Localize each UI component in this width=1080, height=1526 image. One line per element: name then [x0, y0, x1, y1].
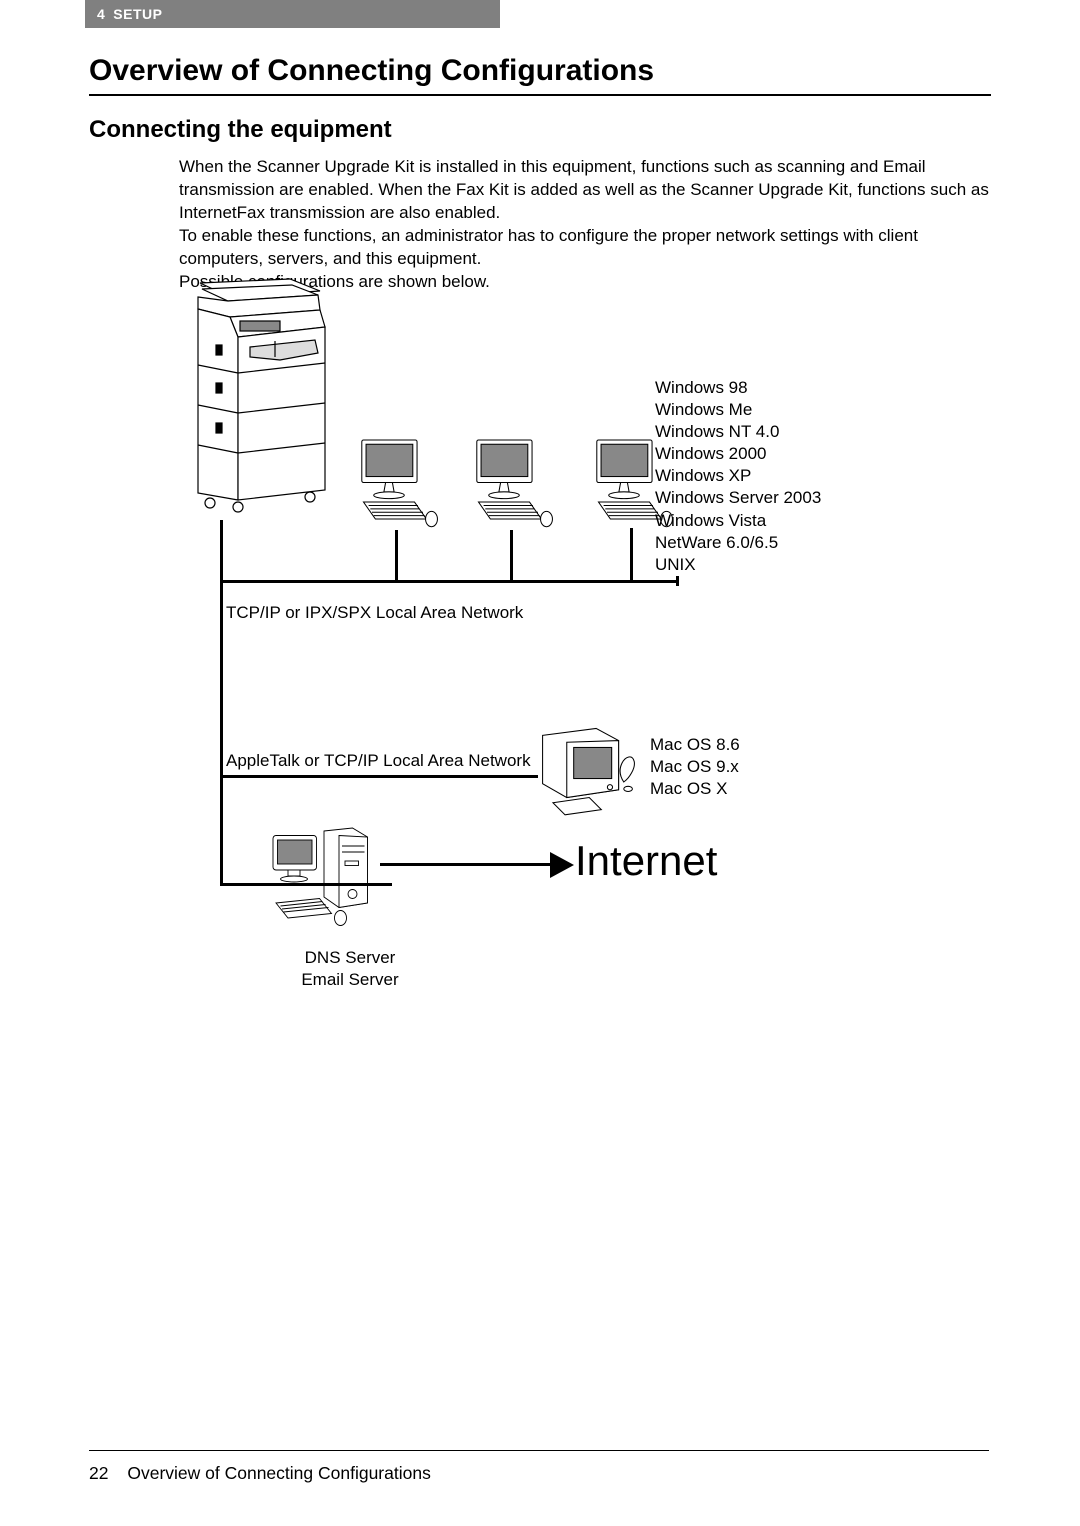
page-title: Overview of Connecting Configurations [89, 54, 989, 88]
os-list-mac: Mac OS 8.6 Mac OS 9.x Mac OS X [650, 734, 740, 800]
page-number: 22 [89, 1463, 108, 1483]
connector-line [395, 530, 398, 582]
network-label-1: TCP/IP or IPX/SPX Local Area Network [226, 603, 523, 623]
os-item: Windows NT 4.0 [655, 421, 821, 443]
network-diagram: TCP/IP or IPX/SPX Local Area Network App… [180, 275, 960, 975]
connector-line [380, 863, 555, 866]
os-item: Windows 2000 [655, 443, 821, 465]
footer-title: Overview of Connecting Configurations [127, 1463, 431, 1483]
footer-divider [89, 1450, 989, 1451]
server-label: DNS Server Email Server [280, 947, 420, 991]
os-item: Windows 98 [655, 377, 821, 399]
os-list-windows: Windows 98 Windows Me Windows NT 4.0 Win… [655, 377, 821, 576]
network-label-2: AppleTalk or TCP/IP Local Area Network [226, 751, 531, 771]
section-title: Connecting the equipment [89, 116, 989, 144]
pc-icon [470, 435, 555, 530]
paragraph-1: When the Scanner Upgrade Kit is installe… [179, 157, 989, 222]
os-item: Mac OS 9.x [650, 756, 740, 778]
internet-label: Internet [575, 837, 717, 885]
chapter-header: 4 SETUP [85, 0, 500, 28]
connector-line [220, 775, 538, 778]
connector-line [676, 576, 679, 586]
chapter-number: 4 [97, 6, 105, 22]
page-content: Overview of Connecting Configurations Co… [89, 54, 989, 294]
paragraph-2: To enable these functions, an administra… [179, 226, 918, 268]
mfp-device-icon [180, 275, 340, 520]
pc-icon [355, 435, 440, 530]
server-label-line1: DNS Server [305, 948, 396, 967]
os-item: NetWare 6.0/6.5 [655, 532, 821, 554]
server-label-line2: Email Server [301, 970, 398, 989]
os-item: Windows XP [655, 465, 821, 487]
os-item: Windows Vista [655, 510, 821, 532]
connector-line [220, 883, 392, 886]
connector-line [220, 520, 223, 885]
body-text: When the Scanner Upgrade Kit is installe… [179, 156, 989, 294]
os-item: Windows Me [655, 399, 821, 421]
page-footer: 22 Overview of Connecting Configurations [89, 1463, 431, 1484]
chapter-title: SETUP [113, 6, 162, 22]
os-item: Mac OS 8.6 [650, 734, 740, 756]
server-icon [270, 820, 375, 935]
connector-line [220, 580, 678, 583]
os-item: Windows Server 2003 [655, 487, 821, 509]
os-item: Mac OS X [650, 778, 740, 800]
connector-line [510, 530, 513, 582]
connector-line [630, 528, 633, 582]
os-item: UNIX [655, 554, 821, 576]
arrow-icon [550, 852, 574, 878]
title-divider [89, 94, 991, 96]
mac-icon [535, 725, 640, 820]
